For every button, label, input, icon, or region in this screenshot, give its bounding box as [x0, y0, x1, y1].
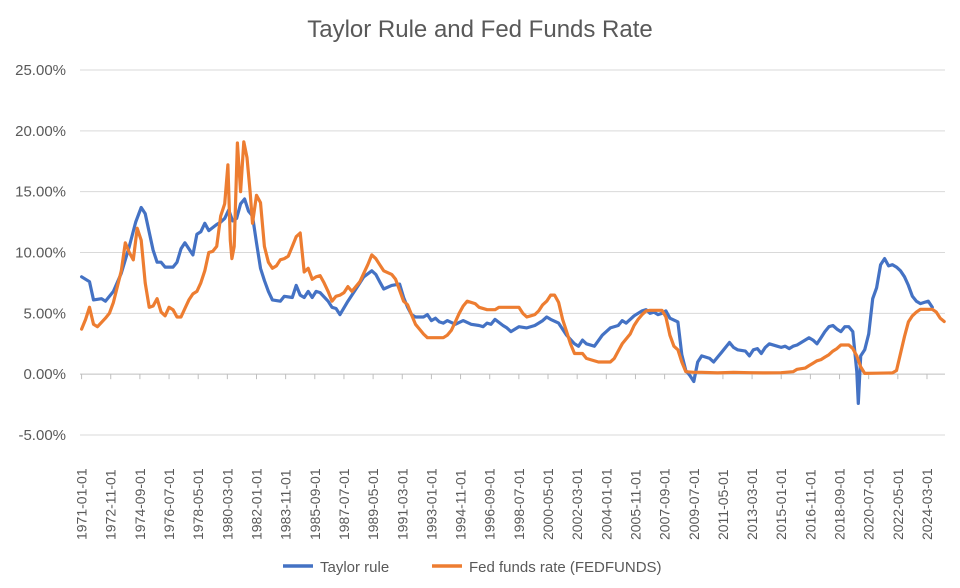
x-tick-label: 2005-11-01 — [627, 469, 643, 540]
x-tick-label: 1991-03-01 — [394, 468, 410, 540]
x-tick-label: 1982-01-01 — [248, 468, 264, 540]
x-tick-label: 1980-03-01 — [219, 468, 235, 540]
legend-label-fed-funds: Fed funds rate (FEDFUNDS) — [469, 559, 662, 576]
x-tick-label: 1985-09-01 — [307, 468, 323, 540]
x-axis-tick-labels: 1971-01-01 1972-11-01 1974-09-01 1976-07-01… — [74, 374, 935, 540]
x-tick-label: 2018-09-01 — [832, 468, 848, 540]
x-tick-label: 1971-01-01 — [74, 468, 90, 540]
x-tick-label: 2016-11-01 — [802, 469, 818, 540]
y-tick-label: 25.00% — [15, 62, 66, 79]
y-axis-tick-labels: -5.00% 0.00% 5.00% 10.00% 15.00% 20.00% 25.00% — [15, 62, 66, 444]
chart-title: Taylor Rule and Fed Funds Rate — [307, 16, 653, 43]
x-tick-label: 2007-09-01 — [657, 468, 673, 540]
x-tick-label: 2024-03-01 — [919, 468, 935, 540]
x-tick-label: 1994-11-01 — [453, 469, 469, 540]
x-tick-label: 1987-07-01 — [336, 468, 352, 540]
x-tick-label: 1972-11-01 — [103, 469, 119, 540]
x-tick-label: 2004-01-01 — [598, 468, 614, 540]
x-tick-label: 1989-05-01 — [365, 468, 381, 540]
y-tick-label: 10.00% — [15, 245, 66, 262]
x-tick-label: 1983-11-01 — [278, 469, 294, 540]
legend: Taylor rule Fed funds rate (FEDFUNDS) — [283, 559, 662, 576]
y-tick-label: 0.00% — [23, 366, 66, 383]
legend-label-taylor-rule: Taylor rule — [320, 559, 389, 576]
x-tick-label: 1998-07-01 — [511, 468, 527, 540]
x-tick-label: 1993-01-01 — [423, 468, 439, 540]
y-tick-label: 20.00% — [15, 123, 66, 140]
x-tick-label: 2000-05-01 — [540, 468, 556, 540]
x-tick-label: 2011-05-01 — [715, 469, 731, 540]
plot-area — [80, 140, 946, 405]
x-tick-label: 2013-03-01 — [744, 468, 760, 540]
x-tick-label: 1974-09-01 — [132, 468, 148, 540]
x-tick-label: 1996-09-01 — [482, 468, 498, 540]
x-tick-label: 2015-01-01 — [773, 468, 789, 540]
x-tick-label: 1978-05-01 — [190, 468, 206, 540]
y-tick-label: 15.00% — [15, 184, 66, 201]
x-tick-label: 1976-07-01 — [161, 468, 177, 540]
x-tick-label: 2009-07-01 — [686, 468, 702, 540]
x-tick-label: 2002-03-01 — [569, 468, 585, 540]
y-tick-label: 5.00% — [23, 305, 66, 322]
y-tick-label: -5.00% — [18, 427, 66, 444]
fed-funds-rate-line — [80, 140, 946, 375]
x-tick-label: 2020-07-01 — [861, 468, 877, 540]
taylor-rule-line — [80, 197, 934, 405]
x-tick-label: 2022-05-01 — [890, 468, 906, 540]
